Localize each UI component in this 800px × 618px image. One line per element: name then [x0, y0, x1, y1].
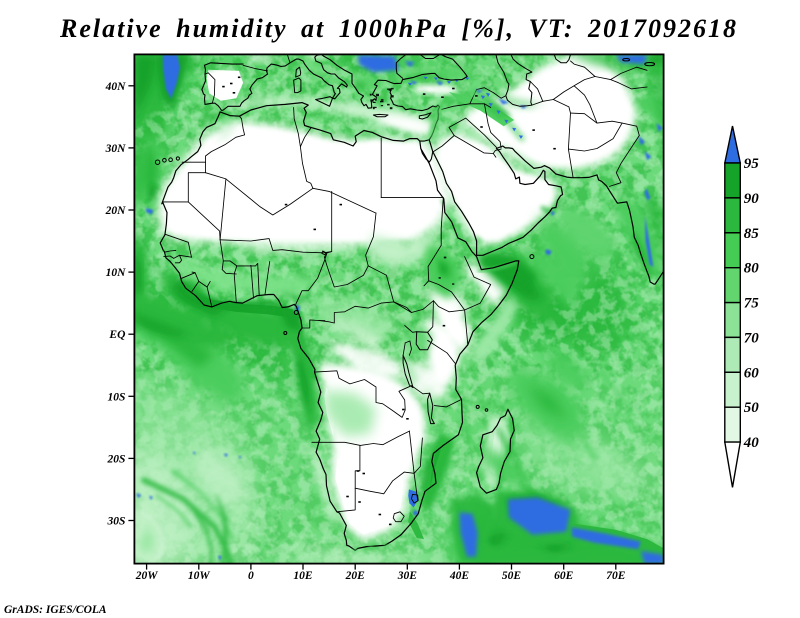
svg-text:70: 70	[744, 330, 760, 346]
svg-text:40N: 40N	[105, 81, 127, 93]
svg-text:Relative humidity at 1000hPa [: Relative humidity at 1000hPa [%], VT: 20…	[59, 14, 738, 43]
svg-text:20N: 20N	[105, 205, 127, 217]
svg-text:70E: 70E	[606, 570, 626, 582]
svg-text:10N: 10N	[106, 267, 127, 279]
svg-text:10S: 10S	[107, 391, 125, 403]
svg-text:85: 85	[744, 226, 760, 242]
svg-text:75: 75	[744, 296, 760, 312]
svg-text:95: 95	[744, 156, 760, 172]
svg-text:20S: 20S	[106, 453, 125, 465]
svg-text:GrADS: IGES/COLA: GrADS: IGES/COLA	[4, 604, 107, 616]
svg-text:40: 40	[743, 435, 760, 451]
svg-text:10E: 10E	[293, 570, 313, 582]
svg-text:50E: 50E	[502, 570, 522, 582]
svg-text:30E: 30E	[397, 570, 418, 582]
svg-text:10W: 10W	[188, 570, 211, 582]
svg-text:60E: 60E	[554, 570, 574, 582]
svg-text:90: 90	[744, 191, 760, 207]
svg-text:30S: 30S	[106, 516, 125, 528]
svg-text:EQ: EQ	[108, 329, 125, 341]
svg-text:30N: 30N	[105, 143, 127, 155]
svg-text:40E: 40E	[449, 570, 470, 582]
svg-text:0: 0	[248, 570, 254, 582]
svg-text:20E: 20E	[345, 570, 366, 582]
svg-text:20W: 20W	[135, 570, 159, 582]
svg-text:50: 50	[744, 400, 760, 416]
svg-text:80: 80	[744, 261, 760, 277]
svg-text:60: 60	[744, 365, 760, 381]
